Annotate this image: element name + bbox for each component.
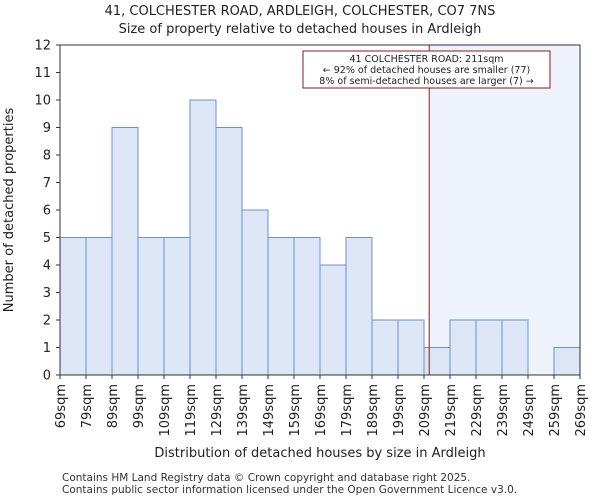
bar: [137, 237, 165, 376]
y-tick-label: 0: [43, 369, 51, 384]
x-tick-label: 189sqm: [366, 384, 381, 437]
x-tick-label: 259sqm: [548, 384, 563, 437]
bar: [475, 319, 503, 376]
bar: [423, 347, 451, 376]
bar: [241, 209, 269, 376]
chart-subtitle: Size of property relative to detached ho…: [118, 22, 482, 37]
bar: [319, 264, 347, 376]
bar: [59, 237, 87, 376]
y-tick-label: 2: [43, 314, 51, 329]
annotation-box: [302, 50, 551, 89]
x-tick-label: 249sqm: [522, 384, 537, 437]
x-tick-label: 119sqm: [184, 384, 199, 437]
footer-line-2: Contains public sector information licen…: [62, 484, 518, 496]
annotation-line: ← 92% of detached houses are smaller (77…: [323, 65, 530, 76]
x-tick-label: 159sqm: [288, 384, 303, 437]
bar: [397, 319, 425, 376]
x-tick-label: 109sqm: [158, 384, 173, 437]
x-tick-label: 179sqm: [340, 384, 355, 437]
x-tick-label: 199sqm: [392, 384, 407, 437]
bar: [111, 127, 139, 376]
x-tick-label: 129sqm: [210, 384, 225, 437]
y-axis-label: Number of detached properties: [2, 108, 17, 313]
bar: [371, 319, 399, 376]
y-tick-label: 10: [34, 94, 51, 109]
x-tick-label: 219sqm: [444, 384, 459, 437]
y-tick-label: 3: [43, 286, 51, 301]
x-tick-label: 229sqm: [470, 384, 485, 437]
x-tick-label: 79sqm: [80, 384, 95, 428]
y-tick-label: 5: [43, 231, 51, 246]
y-tick-label: 8: [43, 149, 51, 164]
y-tick-label: 1: [43, 341, 51, 356]
footer-line-1: Contains HM Land Registry data © Crown c…: [62, 472, 471, 484]
bar: [189, 99, 217, 376]
bar: [345, 237, 373, 376]
y-tick-label: 7: [43, 176, 51, 191]
bar: [449, 319, 477, 376]
x-tick-label: 89sqm: [106, 384, 121, 428]
annotation-line: 41 COLCHESTER ROAD: 211sqm: [349, 54, 503, 65]
annotation-line: 8% of semi-detached houses are larger (7…: [319, 76, 533, 87]
x-axis-label: Distribution of detached houses by size …: [154, 446, 485, 461]
x-tick-label: 239sqm: [496, 384, 511, 437]
x-tick-label: 209sqm: [418, 384, 433, 437]
y-tick-label: 6: [43, 204, 51, 219]
bar: [215, 127, 243, 376]
bar: [163, 237, 191, 376]
y-tick-label: 11: [34, 66, 51, 81]
bar: [267, 237, 295, 376]
chart-title: 41, COLCHESTER ROAD, ARDLEIGH, COLCHESTE…: [104, 4, 496, 19]
bar: [553, 347, 581, 376]
x-tick-label: 139sqm: [236, 384, 251, 437]
x-tick-label: 99sqm: [132, 384, 147, 428]
bar: [85, 237, 113, 376]
y-tick-label: 12: [34, 39, 51, 54]
x-tick-label: 269sqm: [574, 384, 589, 437]
x-tick-label: 149sqm: [262, 384, 277, 437]
x-tick-label: 169sqm: [314, 384, 329, 437]
bar: [501, 319, 529, 376]
y-tick-label: 4: [43, 259, 51, 274]
y-tick-label: 9: [43, 121, 51, 136]
x-tick-label: 69sqm: [54, 384, 69, 428]
bar: [293, 237, 321, 376]
